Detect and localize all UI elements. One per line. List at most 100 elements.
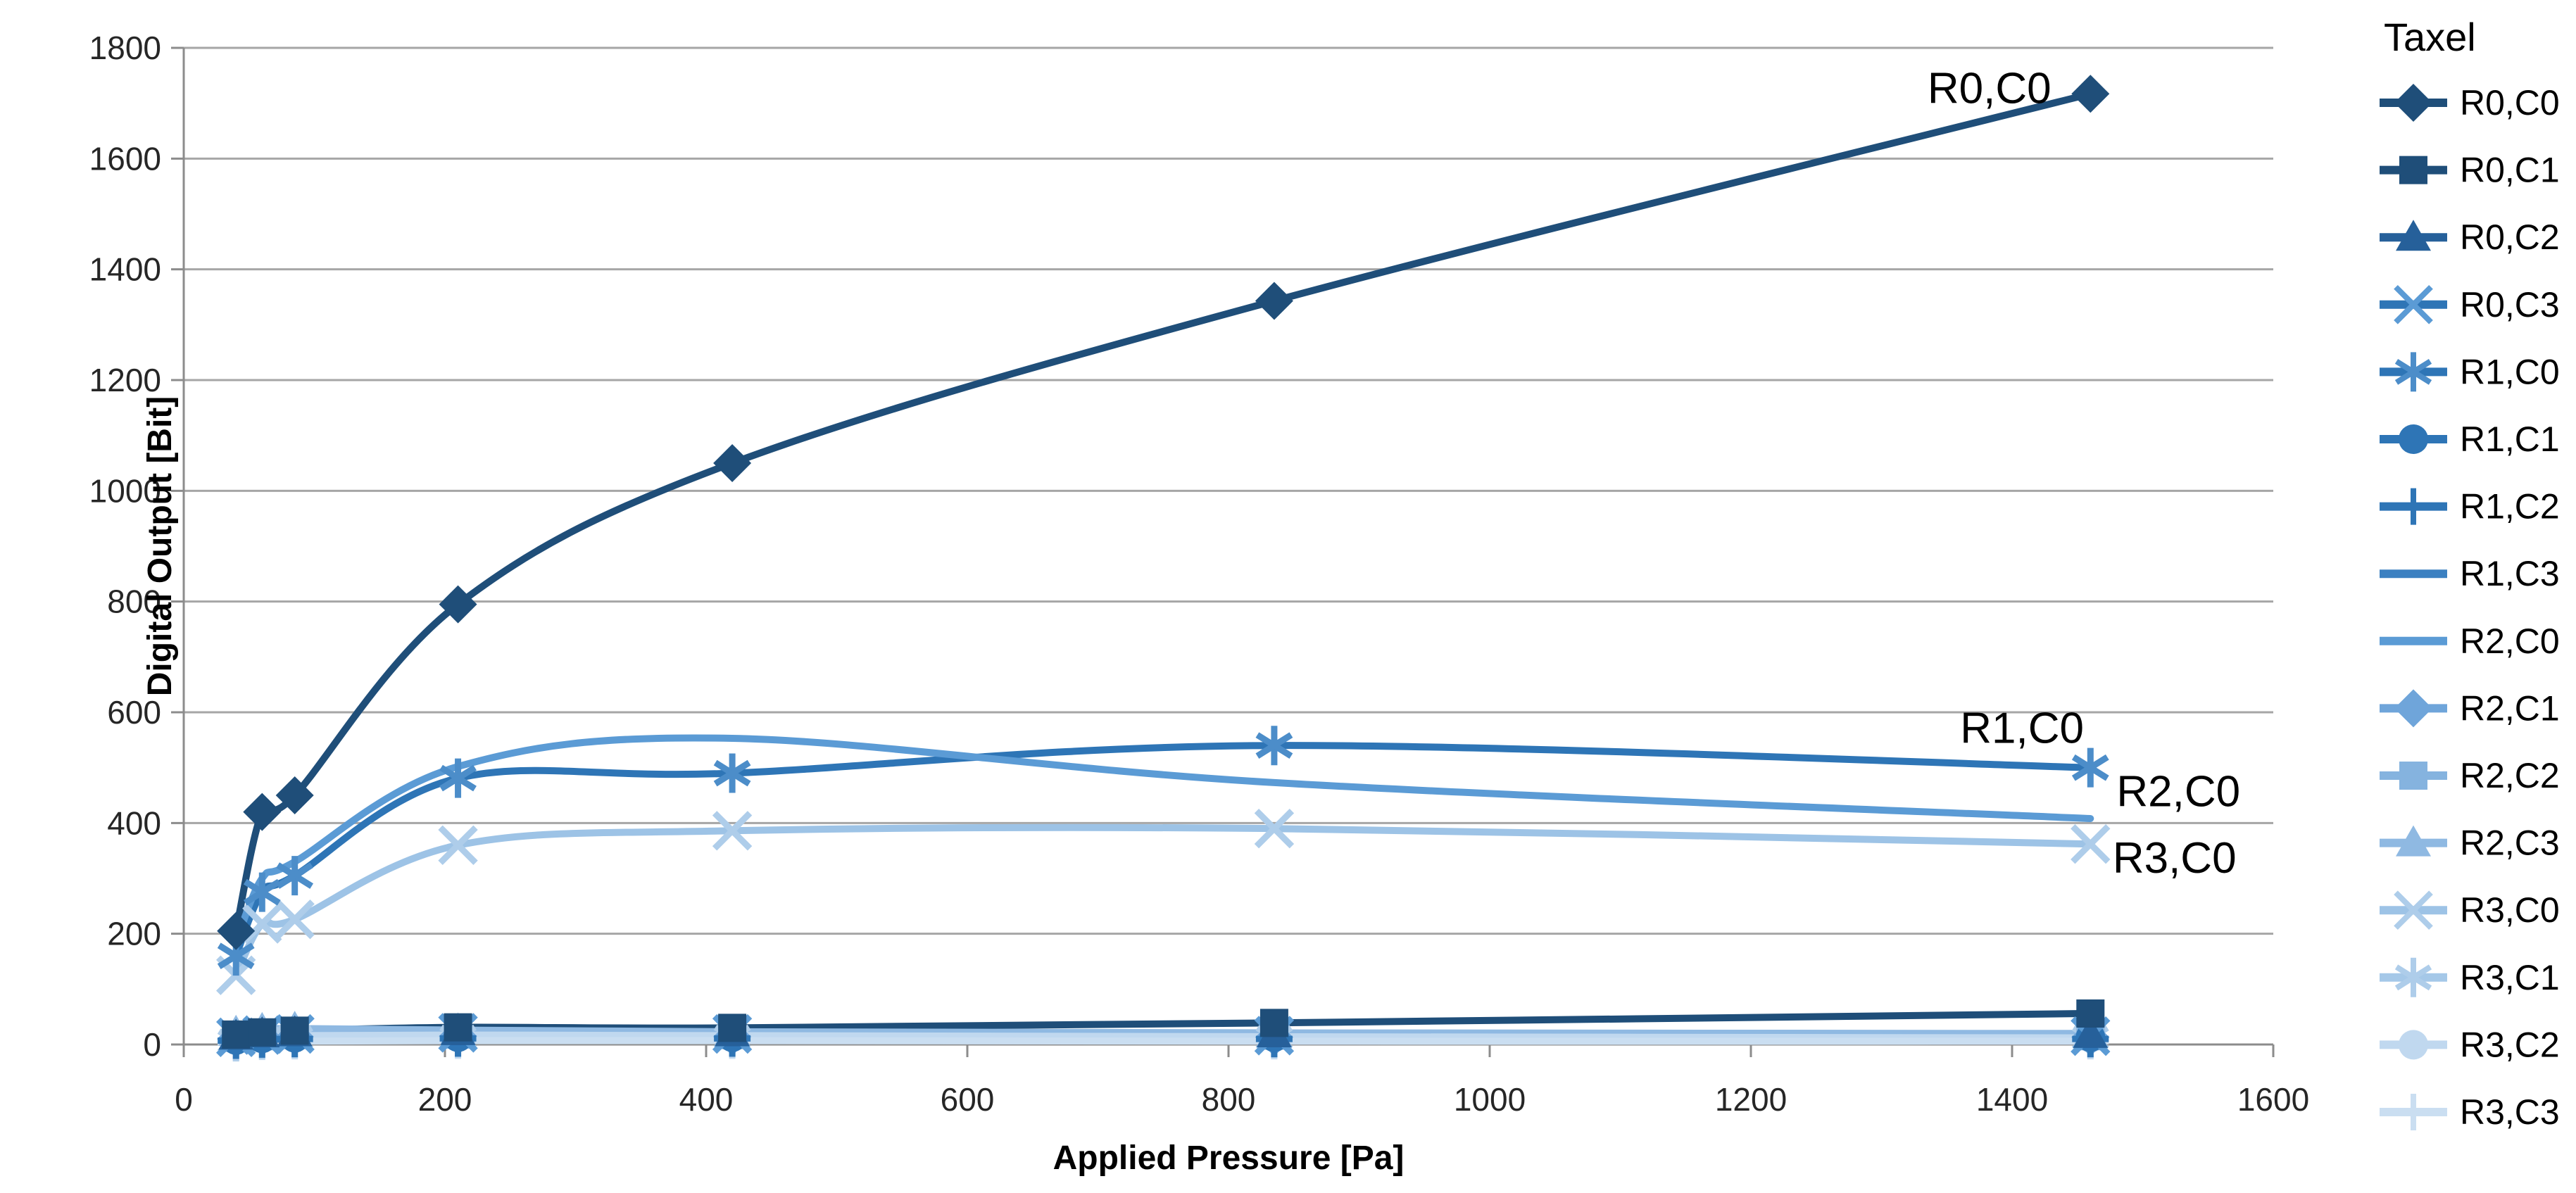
legend-item-R3C2: R3,C2 [2380, 1025, 2560, 1064]
legend-label: R2,C2 [2460, 756, 2560, 795]
marker-x [2394, 890, 2433, 930]
legend-item-R1C3: R1,C3 [2380, 554, 2560, 593]
marker-x [2394, 284, 2433, 324]
series-line-R3C0 [232, 823, 2094, 979]
marker-x [712, 811, 753, 851]
marker-triangle [2396, 825, 2431, 857]
marker-diamond [439, 585, 477, 624]
y-tick-label: 400 [107, 804, 161, 841]
y-axis-title: Digital Output [Bit] [141, 396, 179, 697]
marker-x [438, 825, 478, 865]
annotation-R1C0: R1,C0 [1960, 704, 2084, 752]
x-axis-title: Applied Pressure [Pa] [1053, 1140, 1405, 1177]
marker-asterisk [713, 753, 751, 793]
y-tick-label: 1000 [89, 472, 161, 509]
annotation-R0C0: R0,C0 [1928, 65, 2052, 113]
marker-square [2399, 156, 2427, 184]
y-tick-label: 1600 [89, 140, 161, 177]
legend-label: R1,C2 [2460, 487, 2560, 526]
legend-label: R2,C1 [2460, 688, 2560, 728]
legend-item-R1C1: R1,C1 [2380, 419, 2560, 459]
y-tick-label: 0 [143, 1026, 161, 1063]
marker-plus [2395, 1094, 2432, 1130]
x-tick-label: 1400 [1976, 1081, 2048, 1118]
legend-item-R2C0: R2,C0 [2380, 621, 2560, 661]
legend-label: R2,C0 [2460, 621, 2560, 661]
marker-diamond [713, 444, 752, 482]
x-tick-label: 0 [175, 1081, 193, 1118]
marker-asterisk [243, 872, 281, 912]
x-tick-label: 1200 [1715, 1081, 1787, 1118]
marker-x [2071, 824, 2111, 864]
legend-label: R3,C0 [2460, 890, 2560, 930]
marker-square [718, 1014, 747, 1042]
y-tick-label: 1200 [89, 362, 161, 398]
marker-diamond [2394, 689, 2432, 728]
legend-item-R0C2: R0,C2 [2380, 217, 2560, 257]
marker-square [2076, 999, 2105, 1028]
marker-diamond [2394, 84, 2432, 122]
series-line-R3C3 [232, 1037, 2094, 1047]
marker-diamond [217, 911, 256, 950]
legend-label: R0,C0 [2460, 83, 2560, 122]
y-tick-label: 800 [107, 583, 161, 620]
x-tick-label: 600 [941, 1081, 995, 1118]
y-tick-label: 1800 [89, 30, 161, 66]
x-tick-label: 1000 [1454, 1081, 1526, 1118]
y-tick-label: 600 [107, 694, 161, 731]
marker-plus [2395, 488, 2432, 525]
marker-circle [2399, 1030, 2428, 1060]
y-tick-label: 1400 [89, 251, 161, 288]
annotation-R2C0: R2,C0 [2116, 768, 2240, 816]
legend-title: Taxel [2384, 15, 2476, 59]
marker-triangle [2396, 220, 2431, 251]
marker-asterisk [2394, 352, 2432, 392]
legend-label: R0,C3 [2460, 285, 2560, 324]
marker-diamond [1255, 282, 1293, 320]
legend-label: R0,C2 [2460, 217, 2560, 257]
marker-square [280, 1016, 309, 1045]
annotation-R3C0: R3,C0 [2113, 834, 2237, 883]
legend-label: R2,C3 [2460, 823, 2560, 863]
legend-label: R3,C1 [2460, 958, 2560, 997]
legend-item-R2C3: R2,C3 [2380, 823, 2560, 863]
legend-item-R3C1: R3,C1 [2380, 957, 2560, 997]
legend-item-R2C2: R2,C2 [2380, 756, 2560, 795]
legend-item-R0C0: R0,C0 [2380, 83, 2560, 122]
legend-label: R3,C3 [2460, 1092, 2560, 1132]
legend-label: R1,C3 [2460, 554, 2560, 593]
legend-item-R2C1: R2,C1 [2380, 688, 2560, 728]
legend-label: R3,C2 [2460, 1025, 2560, 1064]
legend-label: R0,C1 [2460, 151, 2560, 190]
marker-asterisk [276, 856, 314, 896]
marker-asterisk [1255, 726, 1293, 766]
marker-diamond [2071, 75, 2110, 113]
legend-label: R1,C1 [2460, 419, 2560, 459]
legend-item-R3C0: R3,C0 [2380, 890, 2560, 930]
x-tick-label: 1600 [2237, 1081, 2309, 1118]
y-tick-label: 200 [107, 916, 161, 952]
x-tick-label: 400 [679, 1081, 734, 1118]
marker-asterisk [2071, 747, 2109, 788]
marker-square [444, 1013, 472, 1042]
legend-item-R0C3: R0,C3 [2380, 285, 2560, 324]
legend-item-R0C1: R0,C1 [2380, 151, 2560, 190]
legend-label: R1,C0 [2460, 352, 2560, 391]
marker-asterisk [439, 758, 477, 798]
legend-item-R1C2: R1,C2 [2380, 487, 2560, 526]
marker-circle [2399, 424, 2428, 454]
marker-diamond [275, 776, 314, 814]
x-tick-label: 200 [418, 1081, 472, 1118]
marker-x [275, 900, 315, 940]
marker-square [248, 1018, 277, 1047]
marker-diamond [243, 793, 282, 831]
marker-triangle [2073, 1016, 2109, 1048]
marker-square [1259, 1009, 1288, 1037]
legend-item-R1C0: R1,C0 [2380, 352, 2560, 392]
x-tick-label: 800 [1202, 1081, 1256, 1118]
marker-square [2399, 762, 2427, 790]
legend-item-R3C3: R3,C3 [2380, 1092, 2560, 1132]
marker-square [222, 1020, 251, 1049]
